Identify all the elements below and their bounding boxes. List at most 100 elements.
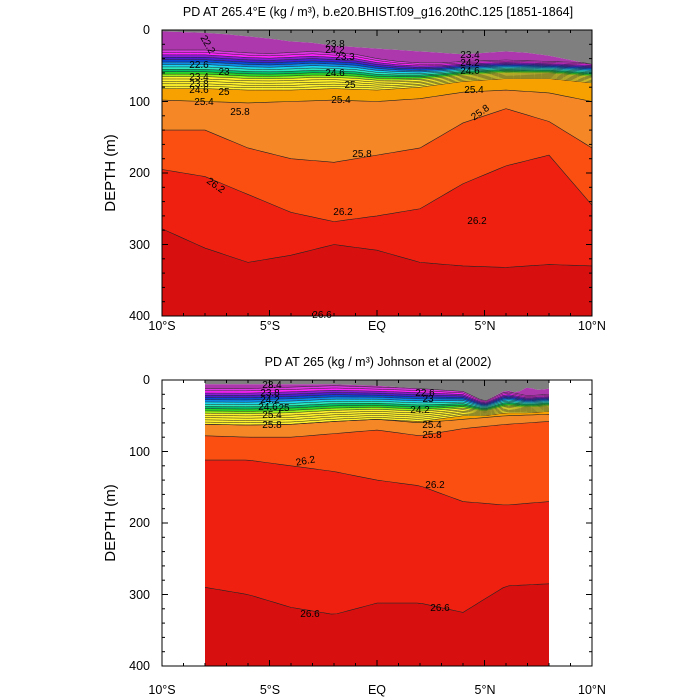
contour-label: 23.4 [262, 380, 282, 391]
y-tick-label: 100 [129, 95, 150, 109]
contour-line [204, 392, 550, 404]
contour-line [162, 71, 593, 79]
panel-model: PD AT 265.4°E (kg / m³), b.e20.BHIST.f09… [102, 5, 606, 333]
chart-title-observed: PD AT 265 (kg / m³) Johnson et al (2002) [265, 355, 492, 369]
contour-label: 23.4 [189, 72, 209, 83]
contour-band [205, 390, 549, 404]
y-axis-label-model: DEPTH (m) [102, 134, 119, 212]
isopycnal-line-26.6 [204, 583, 550, 615]
contour-line [162, 73, 593, 83]
isopycnal-band-26.2 [205, 421, 549, 505]
contour-label: 25.8 [230, 107, 250, 118]
contour-label: 23 [218, 67, 230, 78]
contour-line [204, 398, 550, 407]
contour-label: 25.4 [422, 420, 442, 431]
contour-label: 25.8 [352, 149, 372, 160]
contour-line [204, 403, 550, 410]
contour-label: 26.6 [300, 609, 320, 620]
contour-line [162, 57, 593, 68]
isopycnal-band-25.8 [162, 90, 592, 163]
x-tick-label: 5°N [475, 319, 496, 333]
axes-model [161, 29, 593, 317]
contour-label: 23.8 [260, 388, 280, 399]
contour-label: 24.6 [258, 402, 278, 413]
contour-line [162, 49, 593, 65]
contour-label: 24.2 [410, 405, 430, 416]
contour-line [204, 400, 550, 408]
contour-line [204, 394, 550, 405]
contour-band [205, 406, 549, 416]
contour-line [204, 396, 550, 406]
x-tick-label: 10°N [578, 319, 606, 333]
contour-line [162, 59, 593, 70]
isopycnal-band-26.2 [162, 108, 592, 222]
isopycnal-line-26.2 [161, 154, 593, 222]
contour-label: 24.6 [325, 68, 345, 79]
x-tick-label: EQ [368, 319, 386, 333]
contour-label: 25.4 [262, 410, 282, 421]
isopycnal-line-26.6 [161, 228, 593, 268]
y-tick-label: 400 [129, 309, 150, 323]
contour-labels-observed: 23.423.824.224.6 2525.425.826.226.622.623… [258, 380, 450, 620]
chart-title-model: PD AT 265.4°E (kg / m³), b.e20.BHIST.f09… [183, 5, 573, 19]
contour-line [204, 407, 550, 419]
contour-line [162, 61, 593, 71]
x-tick-label: 5°N [475, 683, 496, 697]
contour-label: 25.4 [194, 97, 214, 108]
y-tick-label: 0 [143, 373, 150, 387]
y-tick-label: 0 [143, 23, 150, 37]
x-tick-label: 5°S [260, 319, 280, 333]
contour-label: 25.8 [422, 430, 442, 441]
contour-label: 25.4 [331, 95, 351, 106]
contour-label: 23.4 [460, 50, 480, 61]
contour-label: 23.8 [325, 39, 345, 50]
contour-line [205, 385, 550, 402]
contour-line [162, 70, 593, 77]
contour-label: 25 [344, 80, 356, 91]
y-tick-label: 100 [129, 445, 150, 459]
deep-band [205, 583, 549, 666]
y-tick-label: 400 [129, 659, 150, 673]
contour-line [162, 76, 593, 87]
contour-line [162, 52, 593, 65]
contour-label: 25 [278, 403, 290, 414]
contour-label: 22.6 [189, 60, 209, 71]
contour-band [162, 31, 592, 65]
contour-label: 26.2 [467, 216, 487, 227]
contour-band [205, 384, 549, 401]
contour-band [162, 66, 592, 76]
contour-label: 25.4 [464, 85, 484, 96]
y-tick-label: 300 [129, 588, 150, 602]
isopycnal-line-25.8 [204, 421, 550, 438]
contour-label: 26.6 [430, 603, 450, 614]
x-tick-label: 10°S [148, 683, 175, 697]
contour-area-model [161, 30, 593, 316]
contour-label: 26.2 [425, 480, 445, 491]
contour-line [162, 54, 593, 67]
panel-observed: PD AT 265 (kg / m³) Johnson et al (2002)… [102, 355, 606, 697]
contour-band [205, 403, 549, 412]
contour-band [205, 392, 549, 405]
contour-label: 24.2 [260, 395, 280, 406]
contour-label: 23.3 [335, 52, 355, 63]
contour-line [162, 77, 593, 89]
x-tick-label: EQ [368, 683, 386, 697]
contour-line [204, 390, 550, 403]
contour-label: 23 [422, 394, 434, 405]
contour-band [162, 70, 592, 79]
surface-band [205, 380, 549, 401]
isopycnal-line-25.4 [161, 89, 593, 104]
contour-label: 22.6 [415, 388, 435, 399]
x-tick-label: 5°S [260, 683, 280, 697]
contour-line [162, 72, 593, 81]
contour-band [205, 409, 549, 423]
contour-line [204, 402, 550, 409]
contour-line [162, 78, 593, 91]
contour-line [204, 387, 550, 402]
isopycnal-band-25.4 [162, 78, 592, 103]
contour-band [162, 69, 592, 77]
y-tick-label: 200 [129, 166, 150, 180]
x-tick-label: 10°N [578, 683, 606, 697]
y-tick-label: 300 [129, 238, 150, 252]
